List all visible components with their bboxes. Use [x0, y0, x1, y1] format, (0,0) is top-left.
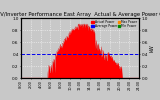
- Legend: Actual Power, Average Power, Max Power, Min Power: Actual Power, Average Power, Max Power, …: [91, 20, 138, 28]
- Title: Solar PV/Inverter Performance East Array  Actual & Average Power Output: Solar PV/Inverter Performance East Array…: [0, 12, 160, 17]
- Y-axis label: kW: kW: [149, 44, 154, 52]
